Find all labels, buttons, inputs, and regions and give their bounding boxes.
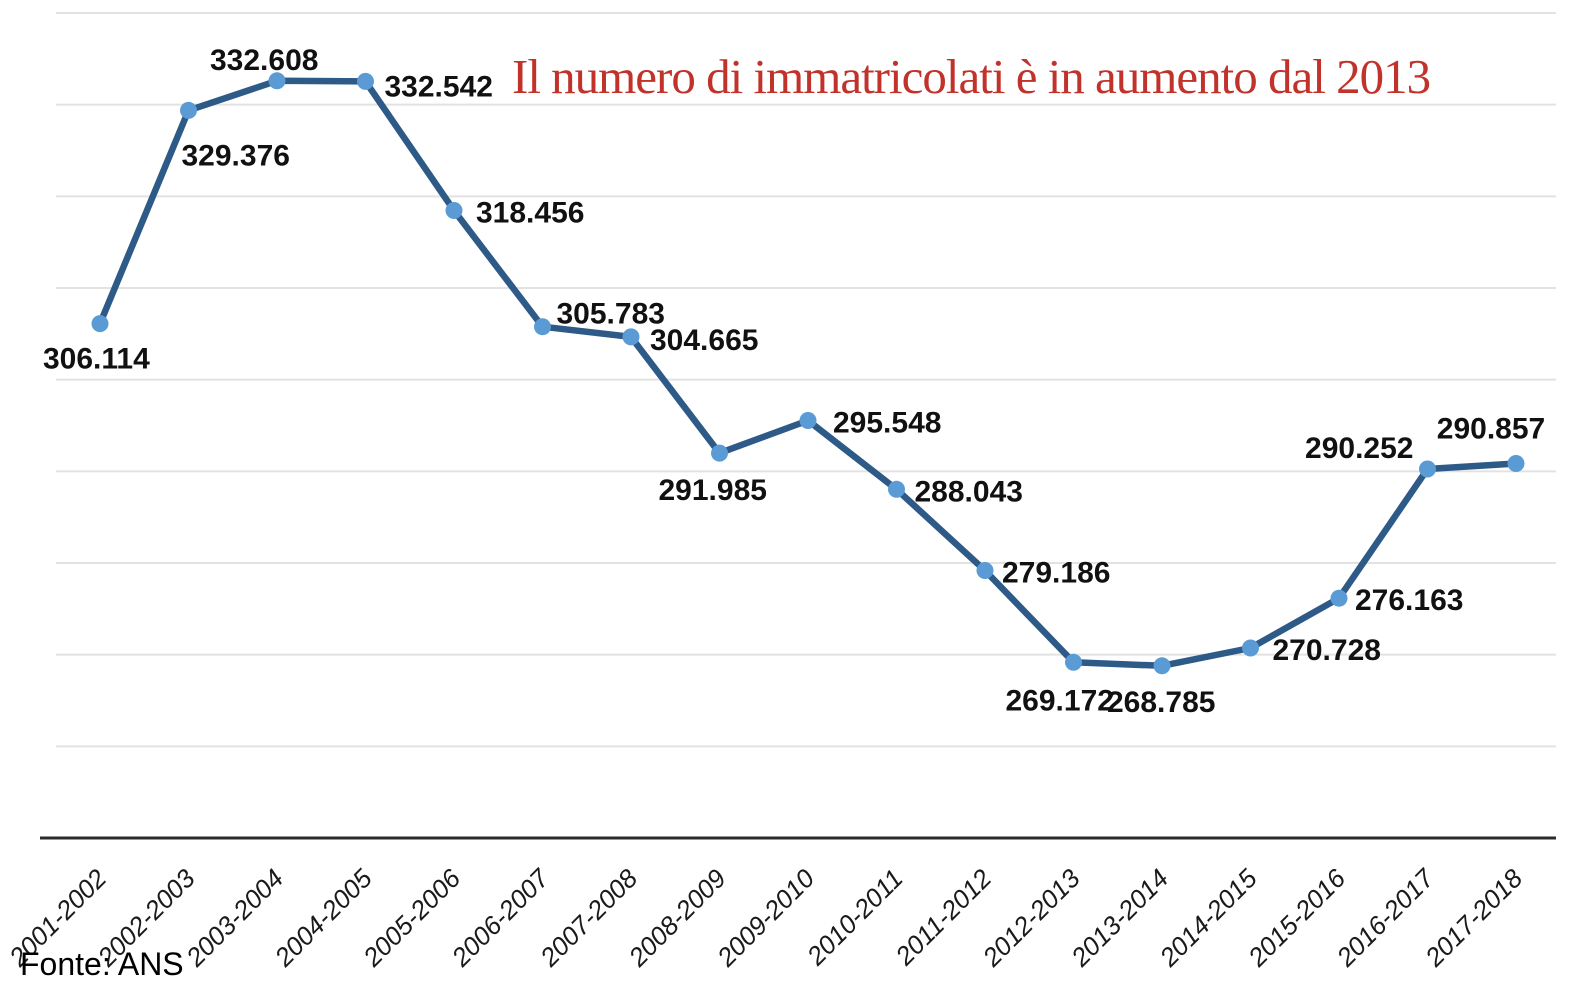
data-point-marker <box>976 562 994 579</box>
data-point-marker <box>268 72 286 90</box>
data-point-marker <box>622 328 640 346</box>
data-point-marker <box>1507 455 1525 472</box>
source-note: Fonte: ANS <box>20 946 184 982</box>
data-label: 290.857 <box>1437 413 1545 446</box>
data-point-marker <box>445 202 463 219</box>
data-point-marker <box>91 315 109 333</box>
series-line <box>96 77 1520 670</box>
data-label: 305.783 <box>557 298 665 331</box>
data-label: 304.665 <box>650 324 758 357</box>
data-label: 329.376 <box>182 139 290 172</box>
x-axis-tick-label: 2009-2010 <box>710 863 820 973</box>
data-point-marker <box>357 72 374 90</box>
data-label: 290.252 <box>1305 432 1413 465</box>
chart-title: Il numero di immatricolati è in aumento … <box>512 49 1431 104</box>
data-point-marker <box>534 318 551 336</box>
data-label: 318.456 <box>476 197 584 230</box>
data-point-marker <box>1065 653 1082 671</box>
data-label: 270.728 <box>1273 634 1381 667</box>
data-label: 306.114 <box>43 343 150 376</box>
data-point-marker <box>1242 639 1259 657</box>
data-label: 276.163 <box>1355 584 1463 617</box>
data-label: 269.172 <box>1006 684 1114 717</box>
data-point-marker <box>180 101 197 119</box>
x-axis-tick-label: 2010-2011 <box>800 863 908 971</box>
x-axis-tick-label: 2017-2018 <box>1418 863 1528 973</box>
data-point-marker <box>799 412 817 429</box>
data-point-marker <box>1153 657 1171 675</box>
data-point-marker <box>711 444 728 462</box>
data-point-marker <box>888 480 905 498</box>
data-label: 279.186 <box>1002 557 1110 590</box>
data-label: 295.548 <box>833 407 941 440</box>
data-label: 332.608 <box>210 44 318 77</box>
data-label: 288.043 <box>915 475 1023 508</box>
data-label: 268.785 <box>1107 686 1215 719</box>
data-point-marker <box>1330 589 1348 607</box>
data-label: 332.542 <box>385 70 493 103</box>
data-label: 291.985 <box>659 474 767 507</box>
data-point-marker <box>1419 460 1436 478</box>
